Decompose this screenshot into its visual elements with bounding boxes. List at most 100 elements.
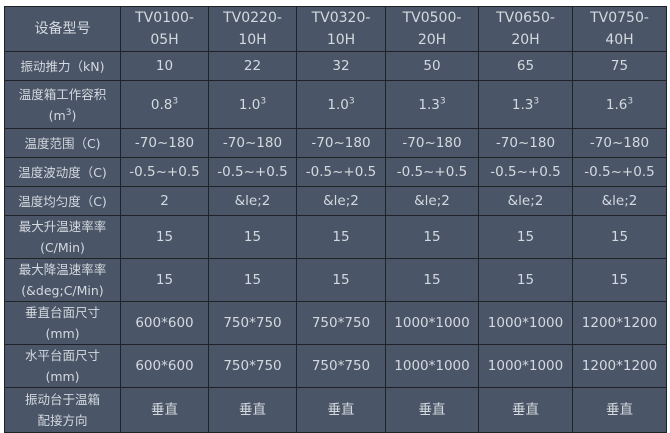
value-cell: 750*750 bbox=[208, 344, 297, 388]
value-cell: &le;2 bbox=[572, 186, 667, 216]
value-sup: 3 bbox=[260, 96, 267, 106]
value-text: -0.5~+0.5 bbox=[490, 164, 561, 180]
value-text: 15 bbox=[155, 272, 174, 288]
label-line: 水平台面尺寸 bbox=[24, 348, 100, 363]
header-row: 设备型号 TV0100- 05H TV0220- 10H TV0320- 10H TV0500… bbox=[4, 6, 667, 52]
value-cell: 1.63 bbox=[572, 80, 667, 129]
model-header: TV0320- 10H bbox=[296, 6, 386, 52]
value-text: 1200*1200 bbox=[581, 358, 658, 374]
spec-table: 设备型号 TV0100- 05H TV0220- 10H TV0320- 10H TV0500… bbox=[4, 6, 667, 433]
value-text: 1000*1000 bbox=[394, 315, 470, 331]
value-cell: 15 bbox=[385, 215, 479, 259]
value-cell: -70~180 bbox=[120, 128, 209, 158]
value-cell: 15 bbox=[478, 215, 573, 259]
value-cell: 10 bbox=[120, 51, 209, 81]
value-text: &le;2 bbox=[234, 193, 271, 209]
value-cell: 600*600 bbox=[120, 301, 209, 345]
table-row: 最大降温速率率 (&deg;C/Min) 15 15 15 15 15 15 bbox=[4, 258, 667, 302]
row-label: 振动推力（kN) bbox=[4, 51, 121, 81]
model-header: TV0500- 20H bbox=[385, 6, 479, 52]
table-row: 温度箱工作容积 (m3) 0.83 1.03 1.03 1.33 1.33 1.63 bbox=[4, 80, 667, 129]
value-text: 15 bbox=[610, 229, 629, 245]
model-name-line: TV0650- bbox=[496, 10, 555, 26]
value-text: 65 bbox=[516, 58, 535, 74]
value-text: 600*600 bbox=[135, 315, 194, 331]
value-cell: &le;2 bbox=[385, 186, 479, 216]
value-cell: -70~180 bbox=[296, 128, 386, 158]
label-line: 振动推力（kN) bbox=[20, 58, 105, 74]
value-text: 垂直 bbox=[327, 402, 355, 418]
value-text: &le;2 bbox=[323, 193, 359, 209]
value-cell: 22 bbox=[208, 51, 297, 81]
value-text: 垂直 bbox=[606, 402, 633, 418]
value-text: 1000*1000 bbox=[394, 358, 470, 374]
label-unit: (m bbox=[48, 107, 66, 123]
label-line: (mm) bbox=[45, 326, 80, 341]
label-sup: 3 bbox=[65, 107, 72, 118]
value-text: 2 bbox=[160, 193, 169, 209]
value-text: 750*750 bbox=[311, 315, 371, 331]
value-text: 垂直 bbox=[418, 402, 446, 418]
value-cell: 15 bbox=[478, 258, 573, 302]
value-text: &le;2 bbox=[601, 193, 638, 209]
model-name-line: 20H bbox=[417, 32, 447, 48]
row-label: 温度范围（C) bbox=[4, 128, 121, 158]
value-cell: 垂直 bbox=[120, 387, 209, 433]
value-cell: 1.03 bbox=[296, 80, 386, 129]
label-unit-close: ) bbox=[71, 107, 77, 123]
label-line: (&deg;C/Min) bbox=[21, 283, 104, 298]
value-text: 15 bbox=[155, 229, 174, 245]
label-line: 温度箱工作容积 bbox=[18, 86, 107, 102]
value-text: -70~180 bbox=[589, 135, 650, 151]
row-label: 温度均匀度（C) bbox=[4, 186, 121, 216]
value-cell: &le;2 bbox=[478, 186, 573, 216]
value-cell: 15 bbox=[572, 258, 667, 302]
value-cell: 垂直 bbox=[385, 387, 479, 433]
value-text: 1.3 bbox=[511, 96, 534, 113]
value-cell: 600*600 bbox=[120, 344, 209, 388]
label-line: (mm) bbox=[45, 369, 80, 384]
value-text: 1000*1000 bbox=[487, 315, 564, 331]
value-cell: 1000*1000 bbox=[478, 301, 573, 345]
value-cell: 15 bbox=[296, 215, 386, 259]
value-cell: -0.5~+0.5 bbox=[478, 157, 573, 187]
value-text: &le;2 bbox=[414, 193, 450, 209]
model-name-line: TV0500- bbox=[402, 10, 462, 26]
value-text: 垂直 bbox=[512, 402, 539, 418]
model-header: TV0750- 40H bbox=[572, 6, 667, 52]
model-header: TV0220- 10H bbox=[208, 6, 297, 52]
model-name-line: 10H bbox=[238, 32, 267, 48]
value-text: 750*750 bbox=[311, 358, 371, 374]
value-text: 1.3 bbox=[418, 96, 440, 113]
value-cell: 1000*1000 bbox=[385, 301, 479, 345]
value-cell: 垂直 bbox=[572, 387, 667, 433]
value-cell: 1.33 bbox=[478, 80, 573, 129]
value-cell: 750*750 bbox=[296, 344, 386, 388]
value-cell: 75 bbox=[572, 51, 667, 81]
model-name-line: 40H bbox=[605, 32, 634, 48]
value-text: 750*750 bbox=[223, 315, 282, 331]
row-label: 温度波动度（C) bbox=[4, 157, 121, 187]
value-text: 15 bbox=[332, 272, 350, 288]
value-text: -70~180 bbox=[134, 135, 195, 151]
value-cell: 1000*1000 bbox=[385, 344, 479, 388]
label-line: 配接方向 bbox=[37, 413, 88, 428]
label-line: 垂直台面尺寸 bbox=[24, 305, 100, 320]
value-text: 32 bbox=[332, 58, 350, 74]
label-line: 温度波动度（C) bbox=[18, 164, 107, 180]
value-text: 1.0 bbox=[327, 96, 349, 113]
value-cell: -0.5~+0.5 bbox=[385, 157, 479, 187]
value-text: 15 bbox=[423, 272, 441, 288]
label-line: 最大降温速率率 bbox=[18, 262, 107, 277]
value-text: -0.5~+0.5 bbox=[129, 164, 200, 180]
label-line: (C/Min) bbox=[40, 240, 85, 255]
value-cell: 15 bbox=[385, 258, 479, 302]
value-cell: -70~180 bbox=[478, 128, 573, 158]
row-label: 水平台面尺寸 (mm) bbox=[4, 344, 121, 388]
value-text: 0.8 bbox=[150, 96, 173, 113]
value-cell: 1200*1200 bbox=[572, 301, 667, 345]
model-name-line: 10H bbox=[326, 32, 356, 48]
table-row: 温度范围（C) -70~180 -70~180 -70~180 -70~180 -70~1… bbox=[4, 128, 667, 158]
value-text: 22 bbox=[243, 58, 262, 74]
value-text: -70~180 bbox=[495, 135, 556, 151]
